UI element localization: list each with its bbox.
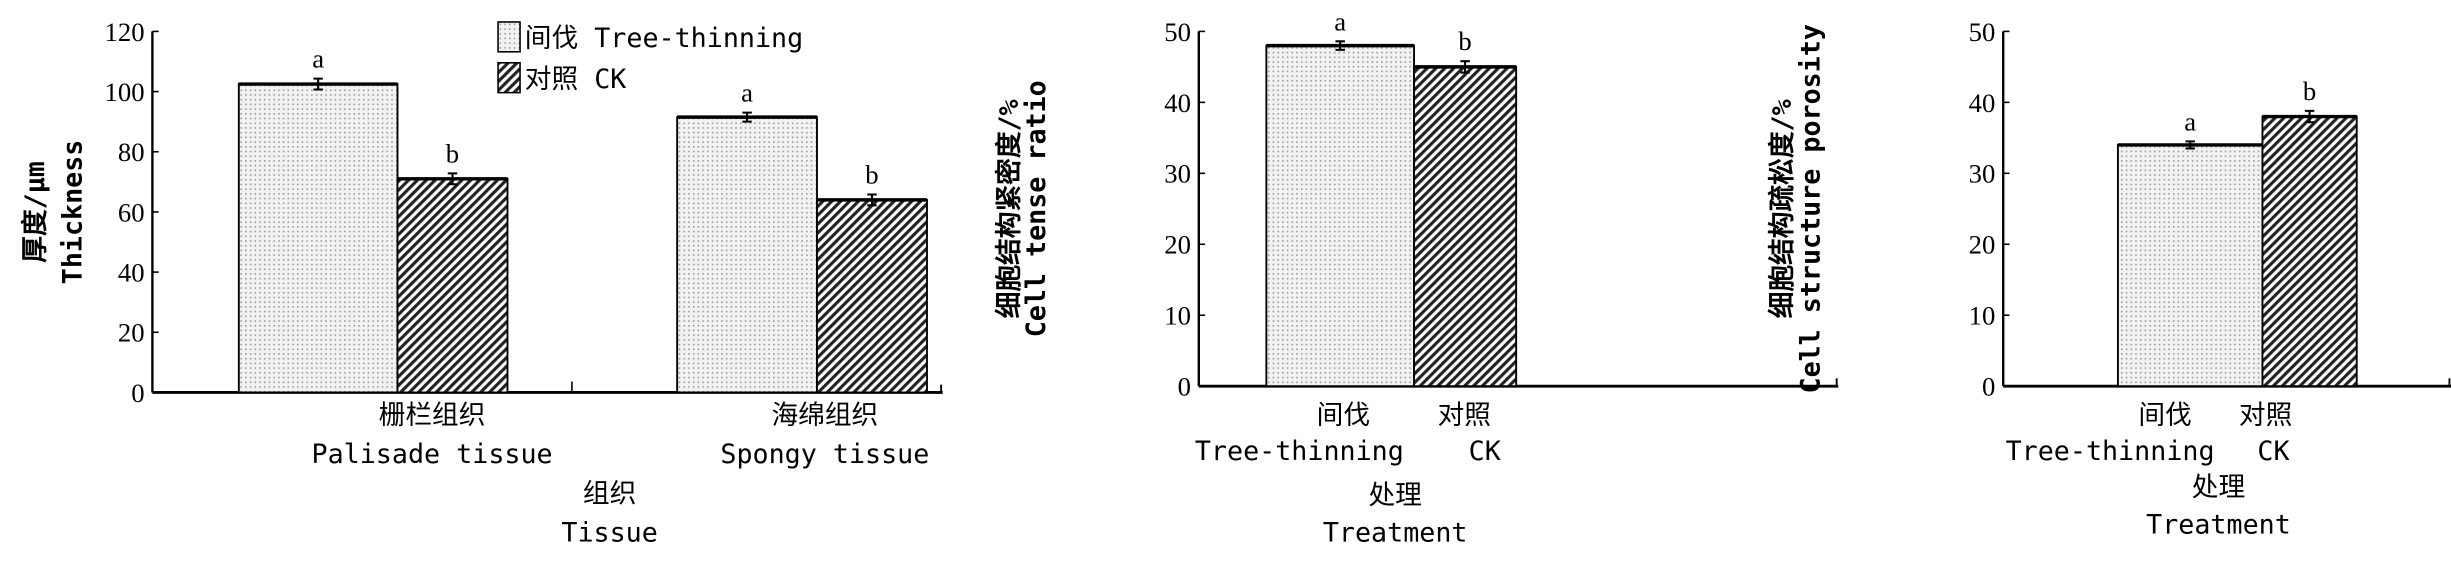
significance-letter: a — [1334, 6, 1346, 36]
category-label-en: Tree-thinning — [1195, 436, 1404, 467]
y-tick-label: 60 — [118, 197, 145, 227]
error-bar — [1460, 60, 1470, 74]
y-tick-label: 40 — [1969, 88, 1996, 118]
category-label-cn: 对照 — [2239, 400, 2292, 431]
significance-letter: b — [1458, 26, 1471, 56]
legend-label-tree-thinning: 间伐 Tree-thinning — [525, 23, 803, 54]
error-bar — [742, 111, 752, 123]
y-tick-label: 10 — [1164, 301, 1191, 331]
bar-ck — [396, 177, 509, 394]
y-tick-label: 30 — [1969, 159, 1996, 189]
legend-swatch-ck — [497, 62, 521, 94]
y-axis-title-en: Cell tense ratio — [1021, 80, 1052, 337]
y-tick-label: 80 — [118, 137, 145, 167]
category-label-cn: 栅栏组织 — [379, 400, 486, 431]
x-axis-title-cn: 组织 — [583, 478, 636, 509]
legend: 间伐 Tree-thinning 对照 CK — [497, 21, 803, 95]
bar-tree-thinning — [237, 83, 399, 394]
significance-letter: a — [741, 78, 753, 108]
category-label-en: Palisade tissue — [312, 439, 553, 470]
category-label-cn: 海绵组织 — [771, 400, 878, 431]
bar-ck — [816, 198, 928, 394]
significance-letter: b — [865, 159, 878, 189]
y-axis-title-en: Thickness — [58, 140, 89, 285]
y-tick-label: 20 — [1164, 230, 1191, 260]
y-tick-label: 20 — [118, 318, 145, 348]
y-axis-title-cn: 细胞结构紧密度/% — [994, 99, 1025, 318]
bar-tree-thinning — [676, 116, 818, 394]
significance-letter: a — [312, 44, 324, 74]
error-bar — [447, 172, 458, 186]
y-tick-label: 0 — [1178, 372, 1191, 402]
bar-tree-thinning — [2116, 143, 2264, 388]
error-bar — [1335, 40, 1345, 51]
y-tick-label: 20 — [1969, 230, 1996, 260]
y-axis-title-cn: 细胞结构疏松度/% — [1767, 99, 1798, 318]
error-bar — [2304, 109, 2315, 124]
category-label-en: CK — [2257, 436, 2289, 467]
bar-ck — [2261, 115, 2358, 388]
significance-letter: b — [2303, 76, 2316, 106]
error-bar — [2185, 140, 2195, 150]
error-bar — [313, 77, 323, 91]
legend-label-ck: 对照 CK — [525, 64, 627, 95]
x-axis-title-en: Treatment — [2146, 510, 2291, 541]
x-axis-title-en: Tissue — [561, 518, 657, 549]
bar-ck — [1413, 65, 1518, 388]
y-axis-title-en: Cell structure porosity — [1795, 24, 1826, 393]
legend-swatch-tree-thinning — [497, 21, 521, 53]
y-tick-label: 10 — [1969, 301, 1996, 331]
x-axis-title-cn: 处理 — [1368, 480, 1421, 511]
category-label-en: Tree-thinning — [2006, 436, 2215, 467]
y-tick-label: 50 — [1164, 17, 1191, 47]
y-tick-label: 40 — [118, 258, 145, 288]
bar-tree-thinning — [1265, 44, 1415, 388]
y-tick-label: 40 — [1164, 88, 1191, 118]
y-tick-label: 100 — [104, 77, 144, 107]
category-label-en: Spongy tissue — [720, 439, 929, 470]
error-bar — [867, 193, 877, 207]
category-label-cn: 间伐 — [2138, 400, 2191, 431]
y-tick-label: 0 — [131, 378, 144, 408]
y-axis-title-cn: 厚度/μm — [20, 161, 51, 263]
y-tick-label: 30 — [1164, 159, 1191, 189]
significance-letter: b — [446, 138, 459, 168]
x-axis-title-en: Treatment — [1323, 518, 1468, 549]
y-tick-label: 120 — [104, 17, 144, 47]
x-axis-title-cn: 处理 — [2192, 472, 2245, 503]
significance-letter: a — [2184, 106, 2196, 136]
category-label-cn: 间伐 — [1317, 400, 1370, 431]
y-tick-label: 50 — [1969, 17, 1996, 47]
y-tick-label: 0 — [1982, 372, 1995, 402]
category-label-en: CK — [1469, 436, 1501, 467]
category-label-cn: 对照 — [1438, 400, 1491, 431]
